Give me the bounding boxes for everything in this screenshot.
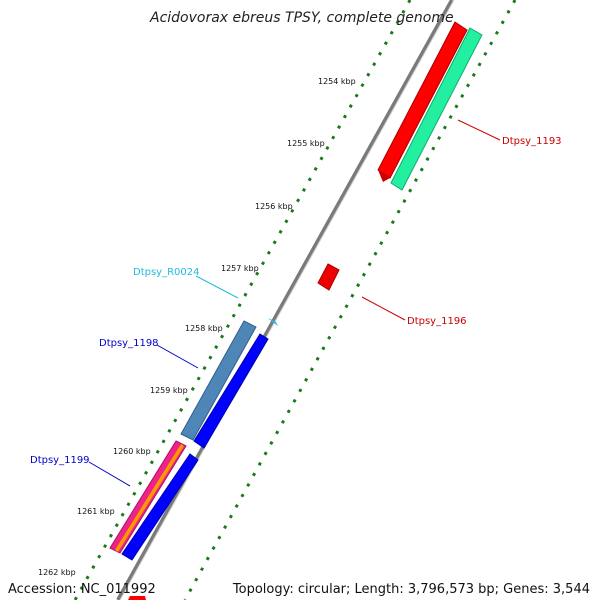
gene-dtpsy-1199[interactable] bbox=[109, 440, 187, 554]
genome-backbone bbox=[116, 0, 454, 600]
leader-line bbox=[195, 275, 239, 299]
gene-label-dtpsy-1198[interactable]: Dtpsy_1198 bbox=[99, 338, 159, 349]
tick-label: 1261 kbp bbox=[77, 507, 115, 516]
outer-dotted-track bbox=[183, 0, 517, 600]
gene-dtpsy-1193[interactable] bbox=[377, 21, 483, 191]
gene-feature-blue-2[interactable] bbox=[121, 453, 199, 561]
gene-dtpsy-1196[interactable] bbox=[317, 263, 340, 291]
tick-label: 1258 kbp bbox=[185, 324, 223, 333]
gene-feature-red[interactable] bbox=[377, 21, 468, 179]
gene-arrow-head[interactable] bbox=[378, 170, 390, 182]
map-title: Acidovorax ebreus TPSY, complete genome bbox=[149, 10, 454, 26]
gene-feature-orange[interactable] bbox=[115, 444, 184, 552]
gene-feature-blue[interactable] bbox=[193, 333, 269, 449]
leader-line bbox=[361, 296, 406, 321]
leader-line bbox=[88, 461, 131, 487]
tick-label: 1259 kbp bbox=[150, 386, 188, 395]
gene-label-dtpsy-1196[interactable]: Dtpsy_1196 bbox=[407, 316, 467, 327]
gene-feature-teal[interactable] bbox=[390, 27, 483, 191]
kbp-tick-labels: 1254 kbp 1255 kbp 1256 kbp 1257 kbp 1258… bbox=[38, 77, 356, 577]
gene-label-dtpsy-1199[interactable]: Dtpsy_1199 bbox=[30, 455, 90, 466]
topology-text: Topology: circular; Length: 3,796,573 bp… bbox=[232, 582, 590, 597]
tick-label: 1257 kbp bbox=[221, 264, 259, 273]
genome-backbone-highlight bbox=[119, 0, 455, 600]
gene-label-dtpsy-r0024[interactable]: Dtpsy_R0024 bbox=[133, 267, 200, 278]
leader-line bbox=[156, 344, 199, 369]
gene-feature-bottom[interactable] bbox=[128, 596, 146, 600]
tick-label: 1254 kbp bbox=[318, 77, 356, 86]
tick-label: 1255 kbp bbox=[287, 139, 325, 148]
accession-text: Accession: NC_011992 bbox=[8, 582, 156, 597]
tick-label: 1262 kbp bbox=[38, 568, 76, 577]
leader-line bbox=[457, 119, 501, 141]
gene-dtpsy-1198[interactable] bbox=[180, 320, 257, 441]
gene-dtpsy-r0024[interactable] bbox=[268, 318, 278, 326]
tick-label: 1256 kbp bbox=[255, 202, 293, 211]
gene-label-dtpsy-1193[interactable]: Dtpsy_1193 bbox=[502, 136, 562, 147]
inner-dotted-track bbox=[73, 0, 412, 600]
tick-label: 1260 kbp bbox=[113, 447, 151, 456]
